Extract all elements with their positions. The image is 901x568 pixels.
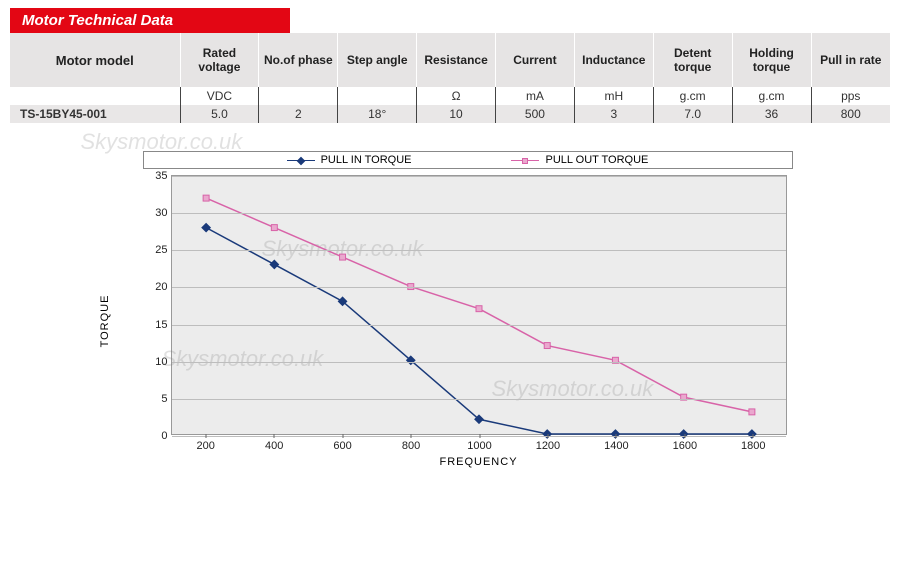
series-marker — [476, 306, 482, 312]
x-tick-mark — [205, 434, 206, 438]
col-header: Current — [496, 33, 575, 87]
x-tick-mark — [616, 434, 617, 438]
x-tick-mark — [547, 434, 548, 438]
col-header: Pull in rate — [811, 33, 890, 87]
spec-table: Motor model Rated voltage No.of phase St… — [10, 33, 890, 123]
col-header: Step angle — [338, 33, 417, 87]
chart-svg — [172, 176, 786, 434]
col-header: Holding torque — [732, 33, 811, 87]
cell: 3 — [574, 105, 653, 123]
col-header: Detent torque — [653, 33, 732, 87]
cell: 18° — [338, 105, 417, 123]
series-marker — [271, 225, 277, 231]
legend-item-pull-out: PULL OUT TORQUE — [511, 154, 648, 166]
series-marker — [748, 409, 754, 415]
y-tick-label: 5 — [142, 393, 168, 405]
series-marker — [270, 260, 278, 268]
x-tick-label: 200 — [197, 440, 215, 452]
x-tick-label: 1200 — [536, 440, 560, 452]
series-marker — [544, 343, 550, 349]
series-marker — [203, 195, 209, 201]
x-tick-label: 1600 — [673, 440, 697, 452]
grid-line — [172, 399, 786, 400]
table-units-row: VDC Ω mA mH g.cm g.cm pps — [10, 87, 890, 105]
x-tick-label: 400 — [265, 440, 283, 452]
cell: g.cm — [732, 87, 811, 105]
col-header: Rated voltage — [180, 33, 259, 87]
grid-line — [172, 176, 786, 177]
table-data-row: TS-15BY45-001 5.0 2 18° 10 500 3 7.0 36 … — [10, 105, 890, 123]
cell — [338, 87, 417, 105]
chart-legend: PULL IN TORQUE PULL OUT TORQUE — [143, 151, 793, 169]
x-tick-label: 1800 — [741, 440, 765, 452]
x-tick-label: 800 — [402, 440, 420, 452]
col-header: Motor model — [10, 33, 180, 87]
x-tick-mark — [684, 434, 685, 438]
legend-item-pull-in: PULL IN TORQUE — [287, 154, 412, 166]
cell: 5.0 — [180, 105, 259, 123]
cell — [10, 87, 180, 105]
grid-line — [172, 213, 786, 214]
section-title: Motor Technical Data — [10, 8, 290, 33]
col-header: No.of phase — [259, 33, 338, 87]
cell: g.cm — [653, 87, 732, 105]
chart-box: TORQUE Skysmotor.co.uk Skysmotor.co.uk S… — [143, 171, 793, 471]
x-tick-mark — [479, 434, 480, 438]
x-tick-label: 600 — [333, 440, 351, 452]
cell: 7.0 — [653, 105, 732, 123]
table-header-row: Motor model Rated voltage No.of phase St… — [10, 33, 890, 87]
y-tick-label: 20 — [142, 281, 168, 293]
grid-line — [172, 287, 786, 288]
plot-area: Skysmotor.co.uk Skysmotor.co.uk Skysmoto… — [171, 175, 787, 435]
series-marker — [201, 223, 209, 231]
cell: VDC — [180, 87, 259, 105]
grid-line — [172, 362, 786, 363]
cell: mA — [496, 87, 575, 105]
cell — [259, 87, 338, 105]
x-tick-label: 1000 — [467, 440, 491, 452]
cell: 800 — [811, 105, 890, 123]
series-line — [206, 228, 752, 434]
legend-marker-icon — [511, 160, 539, 161]
x-tick-label: 1400 — [604, 440, 628, 452]
torque-chart: Skysmotor.co.uk PULL IN TORQUE PULL OUT … — [101, 151, 801, 471]
x-tick-mark — [411, 434, 412, 438]
cell: mH — [574, 87, 653, 105]
grid-line — [172, 250, 786, 251]
x-axis-label: FREQUENCY — [439, 456, 517, 468]
x-tick-mark — [753, 434, 754, 438]
x-tick-mark — [342, 434, 343, 438]
cell: pps — [811, 87, 890, 105]
col-header: Inductance — [574, 33, 653, 87]
cell: 500 — [496, 105, 575, 123]
y-tick-label: 0 — [142, 430, 168, 442]
series-marker — [339, 254, 345, 260]
legend-marker-icon — [287, 160, 315, 161]
grid-line — [172, 325, 786, 326]
series-line — [206, 198, 752, 412]
cell-model: TS-15BY45-001 — [10, 105, 180, 123]
x-tick-mark — [274, 434, 275, 438]
y-axis-label: TORQUE — [99, 295, 111, 348]
y-tick-label: 10 — [142, 356, 168, 368]
col-header: Resistance — [417, 33, 496, 87]
y-tick-label: 30 — [142, 207, 168, 219]
cell: 36 — [732, 105, 811, 123]
y-tick-label: 15 — [142, 319, 168, 331]
cell: 2 — [259, 105, 338, 123]
y-tick-label: 35 — [142, 170, 168, 182]
legend-label: PULL OUT TORQUE — [545, 154, 648, 166]
cell: Ω — [417, 87, 496, 105]
y-tick-label: 25 — [142, 244, 168, 256]
cell: 10 — [417, 105, 496, 123]
legend-label: PULL IN TORQUE — [321, 154, 412, 166]
